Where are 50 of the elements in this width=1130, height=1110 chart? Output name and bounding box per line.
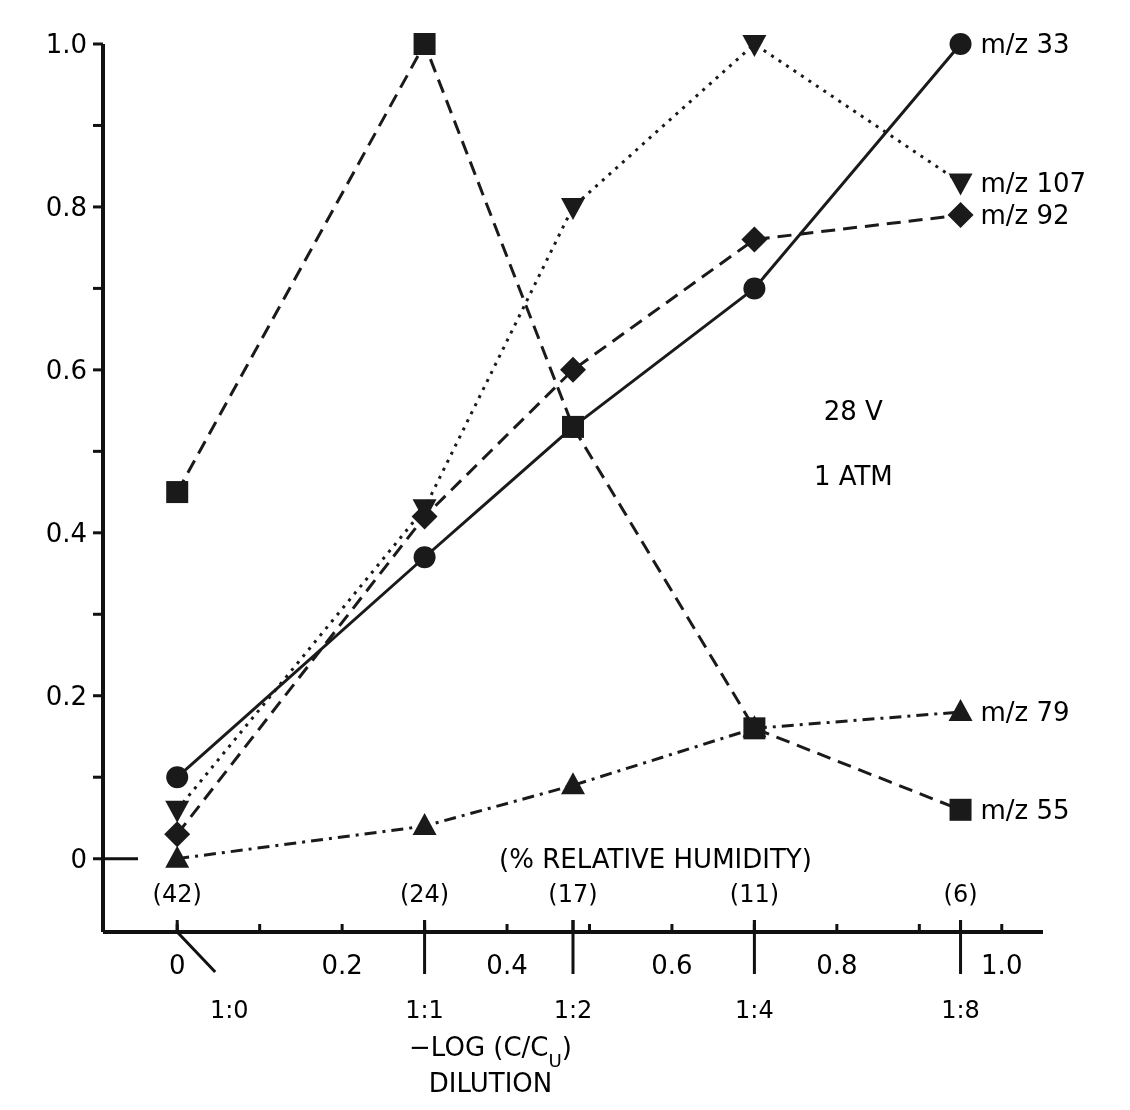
point: [165, 845, 190, 868]
annotation: (11): [729, 880, 780, 909]
y-tick-label: 0.4: [45, 517, 87, 548]
y-tick-label: 0.2: [45, 680, 87, 711]
text: 1:0: [209, 996, 249, 1024]
y-tick-label: 0.8: [45, 192, 87, 223]
annotation: (6): [943, 880, 978, 909]
x-tick-label: 0.8: [816, 950, 858, 980]
point: [166, 766, 189, 789]
text: 1:8: [941, 996, 980, 1024]
series-label: m/z 55: [980, 794, 1070, 825]
annotation: 1 ATM: [813, 460, 893, 491]
series-label: m/z 107: [980, 167, 1087, 198]
point: [413, 33, 436, 55]
annotation: (42): [152, 880, 202, 909]
point: [949, 33, 972, 55]
text: 1:1: [405, 996, 444, 1024]
point: [947, 202, 974, 229]
annotation: 28 V: [823, 395, 884, 426]
text: 1:4: [735, 996, 774, 1024]
point: [413, 546, 436, 569]
point: [561, 772, 585, 795]
annotation: (% RELATIVE HUMIDITY): [499, 843, 812, 874]
x-tick-label: 0.4: [486, 950, 528, 980]
point: [164, 821, 191, 848]
point: [948, 699, 973, 722]
series-label: m/z 92: [980, 200, 1070, 231]
point: [561, 197, 585, 220]
point: [741, 226, 768, 253]
point: [412, 813, 437, 836]
series-label: m/z 33: [980, 29, 1070, 60]
x-tick-label: 0: [168, 950, 186, 980]
point: [742, 35, 767, 57]
series-label: m/z 79: [980, 697, 1070, 728]
annotation: (24): [399, 880, 450, 909]
x-axis-title: −LOG (C/C$_{U}$) DILUTION: [409, 1032, 572, 1098]
point: [743, 277, 766, 300]
annotation: (17): [548, 880, 598, 909]
point: [562, 415, 584, 438]
point: [948, 173, 973, 196]
x-tick-label: 0.2: [321, 950, 363, 980]
point: [949, 798, 972, 821]
y-tick-label: 0.6: [45, 354, 87, 385]
y-tick-label: 0: [70, 843, 87, 874]
point: [166, 481, 189, 504]
x-tick-label: 1.0: [981, 950, 1023, 980]
y-tick-label: 1.0: [45, 29, 87, 60]
point: [560, 356, 586, 383]
text: 1:2: [553, 996, 593, 1024]
x-tick-label: 0.6: [651, 950, 693, 980]
